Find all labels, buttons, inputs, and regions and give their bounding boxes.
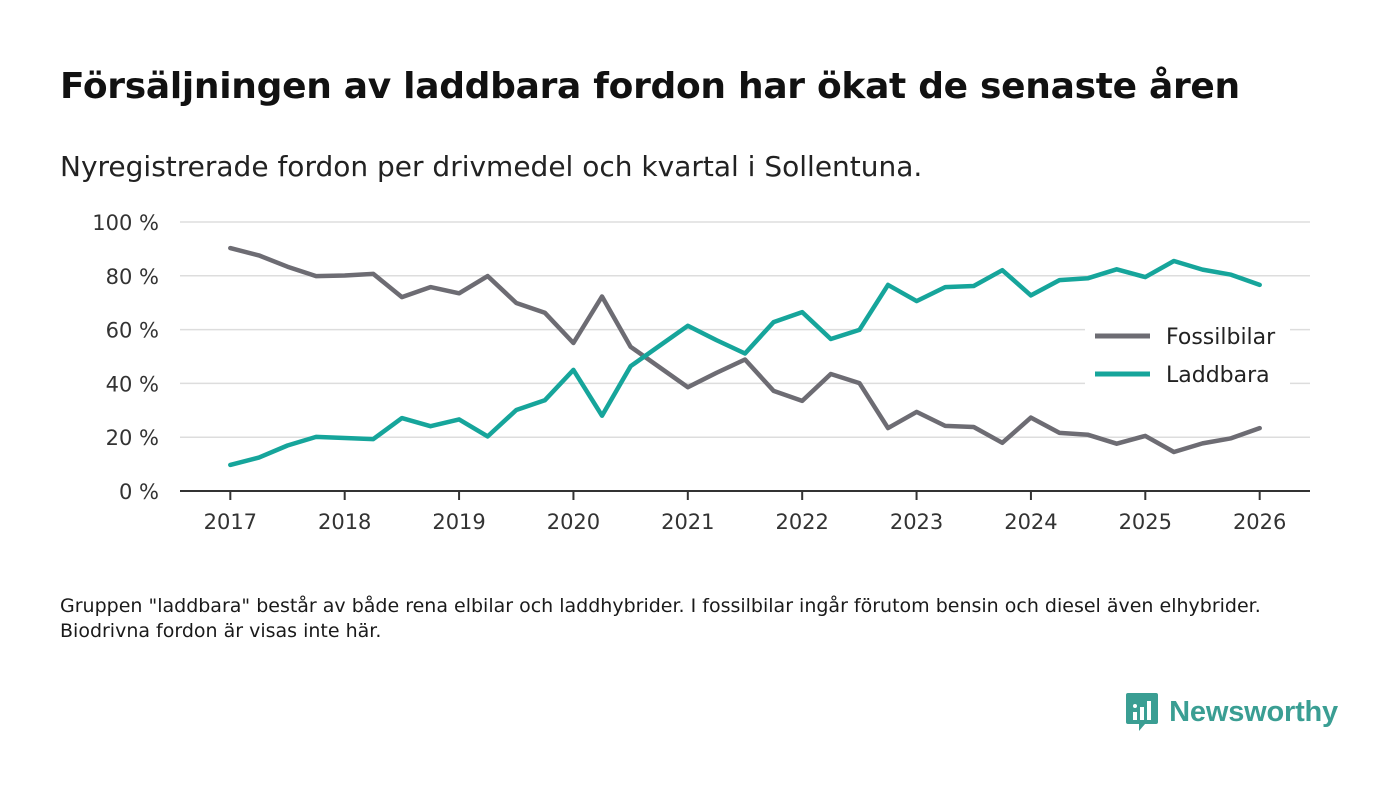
chart-title: Försäljningen av laddbara fordon har öka…	[60, 66, 1240, 107]
series-line-fossilbilar	[228, 245, 1262, 455]
brand-logo[interactable]: Newsworthy	[1125, 692, 1338, 732]
x-tick-label: 2026	[1233, 510, 1286, 534]
legend-label: Fossilbilar	[1166, 325, 1276, 350]
x-tick-label: 2018	[318, 510, 371, 534]
brand-name: Newsworthy	[1169, 695, 1338, 728]
legend-label: Laddbara	[1166, 363, 1270, 388]
chart-subtitle: Nyregistrerade fordon per drivmedel och …	[60, 150, 923, 183]
x-tick-label: 2025	[1119, 510, 1172, 534]
x-tick-label: 2019	[432, 510, 485, 534]
footnote: Gruppen "laddbara" består av både rena e…	[60, 595, 1261, 642]
x-tick-label: 2020	[547, 510, 600, 534]
y-tick-label: 80 %	[106, 265, 159, 289]
series-line-laddbara	[228, 258, 1262, 468]
series-lines	[228, 245, 1262, 468]
line-chart: 0 % 20 % 40 % 60 % 80 % 100 % 2017 2018 2019 2020…	[92, 211, 1310, 534]
x-tick-label: 2017	[204, 510, 257, 534]
y-tick-label: 60 %	[106, 319, 159, 343]
x-tick-label: 2024	[1004, 510, 1057, 534]
y-tick-label: 0 %	[119, 480, 159, 504]
x-tick-label: 2023	[890, 510, 943, 534]
axes: 0 % 20 % 40 % 60 % 80 % 100 % 2017 2018 2019 2020…	[92, 211, 1310, 534]
newsworthy-logo-icon	[1126, 693, 1159, 731]
x-tick-label: 2022	[775, 510, 828, 534]
y-tick-label: 100 %	[92, 211, 159, 235]
y-tick-label: 40 %	[106, 372, 159, 396]
x-tick-label: 2021	[661, 510, 714, 534]
legend-background	[1085, 318, 1290, 394]
legend: Fossilbilar Laddbara	[1085, 318, 1290, 394]
y-tick-label: 20 %	[106, 426, 159, 450]
